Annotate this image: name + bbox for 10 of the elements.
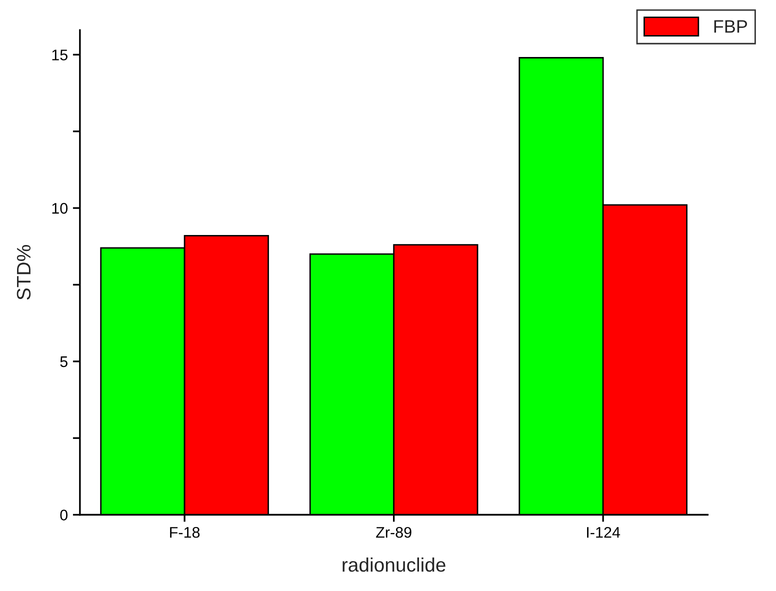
x-tick-label: I-124 bbox=[587, 526, 620, 538]
y-tick-label: 10 bbox=[52, 202, 68, 214]
y-tick-label: 0 bbox=[60, 510, 68, 520]
legend-label: FBP bbox=[714, 20, 748, 33]
x-axis-title: radionuclide bbox=[342, 557, 446, 572]
y-axis-title: STD% bbox=[16, 245, 31, 300]
y-tick-label: 5 bbox=[60, 356, 68, 368]
y-tick-label: 15 bbox=[52, 50, 68, 60]
x-tick-label: Zr-89 bbox=[376, 526, 412, 538]
x-tick-label: F-18 bbox=[170, 526, 200, 538]
